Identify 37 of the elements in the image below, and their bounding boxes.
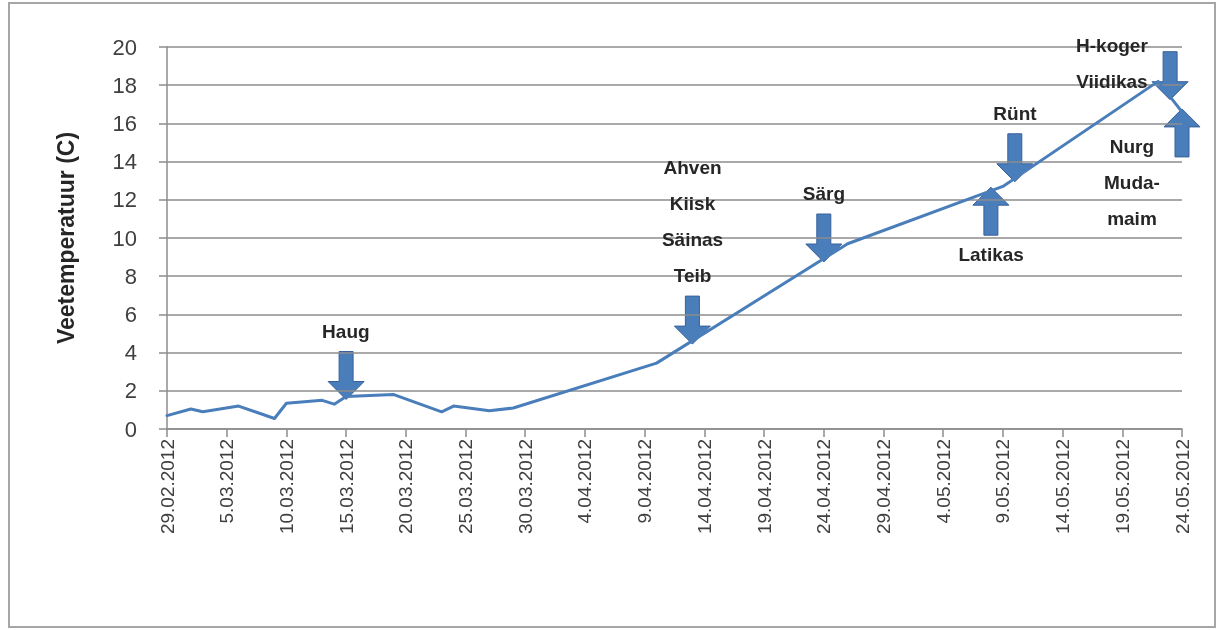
x-tick-label: 20.03.2012 [395,439,417,535]
x-tick-label: 19.04.2012 [753,439,775,535]
x-tick-label: 24.04.2012 [813,439,835,535]
x-tick-label: 14.04.2012 [693,439,715,535]
annotation: Latikas [958,243,1024,268]
x-tick-label: 24.05.2012 [1171,439,1193,535]
y-tick-label: 4 [124,340,137,366]
y-tick-label: 10 [112,225,137,251]
y-tick-label: 6 [124,301,137,327]
annotation: Haug [322,319,370,344]
y-tick-label: 16 [112,110,137,136]
x-tick-label: 9.04.2012 [634,439,656,524]
y-tick-label: 8 [124,263,137,289]
annotation: Nurg Muda- maim [1104,134,1160,231]
annotation: H-koger Viidikas [1076,33,1148,94]
x-tick-label: 4.04.2012 [574,439,596,524]
y-tick-label: 0 [124,416,137,442]
x-tick-label: 25.03.2012 [455,439,477,535]
x-tick-label: 19.05.2012 [1111,439,1133,535]
annotation: Ahven Kiisk Säinas Teib [661,156,724,289]
y-tick-label: 12 [112,187,137,213]
annotation: Särg [802,182,845,206]
x-tick-label: 10.03.2012 [275,439,297,535]
x-tick-label: 30.03.2012 [514,439,536,535]
y-tick-label: 2 [124,378,137,404]
x-tick-label: 29.04.2012 [872,439,894,535]
x-tick-label: 4.05.2012 [932,439,954,524]
x-tick-label: 14.05.2012 [1052,439,1074,535]
y-tick-label: 20 [112,34,137,60]
x-tick-label: 29.02.2012 [156,439,178,535]
y-tick-label: 18 [112,72,137,98]
x-tick-label: 9.05.2012 [992,439,1014,524]
x-tick-label: 5.03.2012 [216,439,238,524]
annotation: Rünt [993,101,1037,126]
y-tick-label: 14 [112,149,137,175]
x-tick-label: 15.03.2012 [335,439,357,535]
y-axis-title: Veetemperatuur (C) [52,131,79,345]
